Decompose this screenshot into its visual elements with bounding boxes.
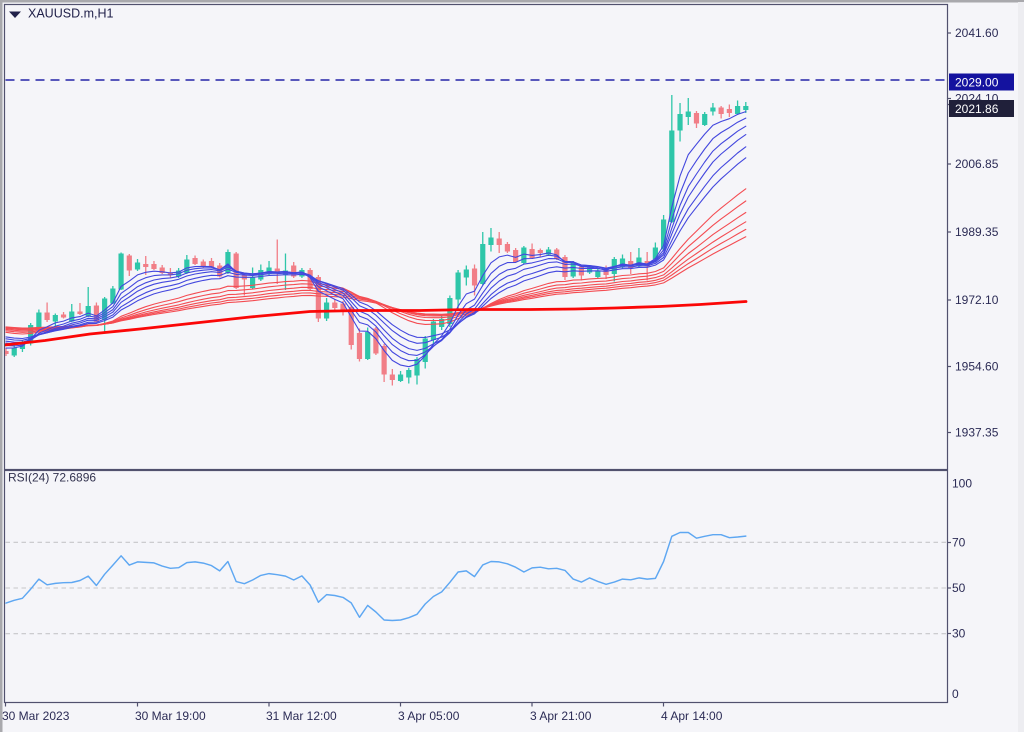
svg-text:30: 30 xyxy=(952,627,966,641)
svg-text:70: 70 xyxy=(952,536,966,550)
svg-text:1972.10: 1972.10 xyxy=(955,293,999,307)
svg-text:3 Apr 05:00: 3 Apr 05:00 xyxy=(398,709,460,723)
svg-text:2041.60: 2041.60 xyxy=(955,26,999,40)
svg-text:30 Mar 2023: 30 Mar 2023 xyxy=(2,709,70,723)
svg-text:1989.35: 1989.35 xyxy=(955,225,999,239)
svg-text:50: 50 xyxy=(952,581,966,595)
svg-text:1954.60: 1954.60 xyxy=(955,360,999,374)
svg-text:30 Mar 19:00: 30 Mar 19:00 xyxy=(135,709,206,723)
svg-text:RSI(24) 72.6896: RSI(24) 72.6896 xyxy=(8,471,96,485)
svg-text:2029.00: 2029.00 xyxy=(955,76,999,90)
svg-text:2006.85: 2006.85 xyxy=(955,157,999,171)
svg-text:XAUUSD.m,H1: XAUUSD.m,H1 xyxy=(28,7,113,21)
svg-text:1937.35: 1937.35 xyxy=(955,426,999,440)
svg-text:3 Apr 21:00: 3 Apr 21:00 xyxy=(530,709,592,723)
svg-text:31 Mar 12:00: 31 Mar 12:00 xyxy=(266,709,337,723)
svg-text:2021.86: 2021.86 xyxy=(955,102,999,116)
svg-text:4 Apr 14:00: 4 Apr 14:00 xyxy=(661,709,723,723)
svg-text:0: 0 xyxy=(952,687,959,701)
svg-text:100: 100 xyxy=(952,477,972,491)
